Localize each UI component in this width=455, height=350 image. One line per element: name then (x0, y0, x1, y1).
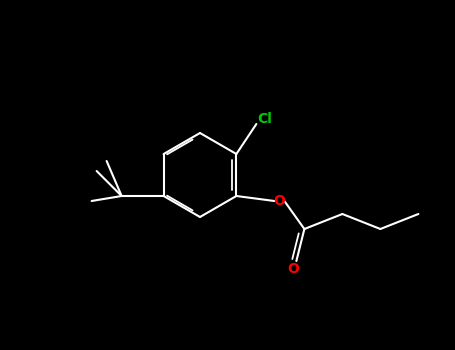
Text: Cl: Cl (257, 112, 272, 126)
Text: O: O (273, 194, 285, 208)
Text: O: O (288, 262, 299, 276)
